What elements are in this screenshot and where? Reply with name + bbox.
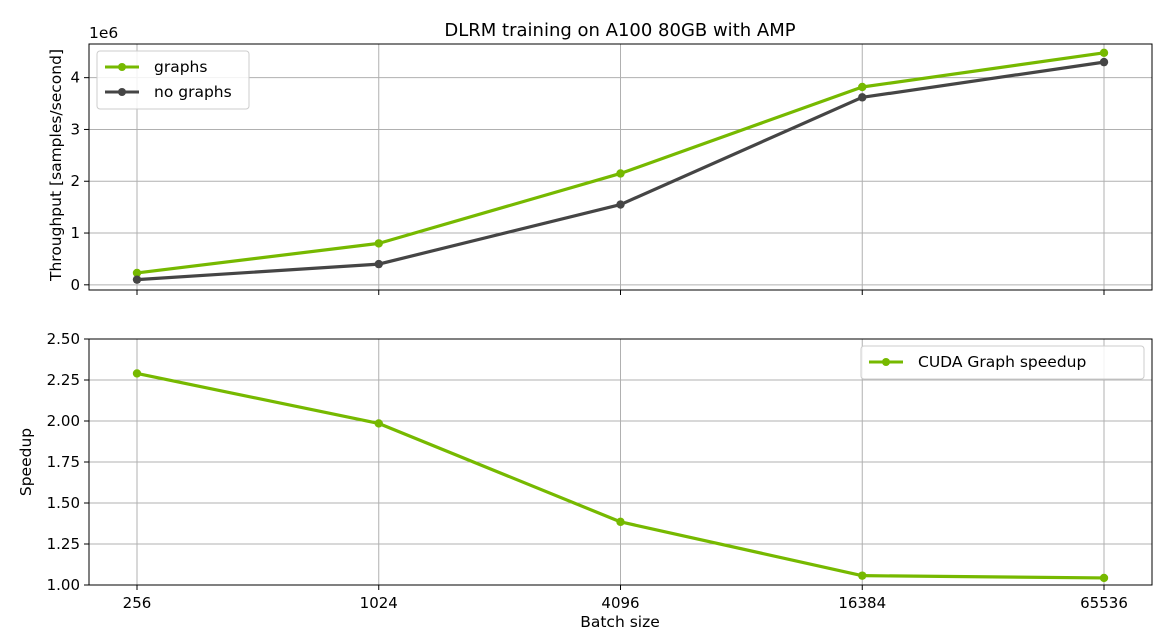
y-tick-label: 2.25: [47, 371, 80, 389]
data-point-cuda-graph-speedup: [858, 571, 867, 580]
legend-label-speedup: CUDA Graph speedup: [918, 353, 1086, 371]
chart-title: DLRM training on A100 80GB with AMP: [444, 20, 795, 41]
legend-marker-speedup: [882, 358, 890, 366]
data-point-cuda-graph-speedup: [1099, 573, 1109, 583]
data-point-graphs: [858, 82, 867, 92]
data-point-graphs: [616, 169, 625, 178]
y-tick-label: 2: [70, 172, 80, 190]
y-tick-label: 2.00: [47, 412, 80, 430]
y-tick-label: 4: [70, 69, 80, 87]
axis-ticks: 256 1024 4096 16384 65536 1.00 1.25 1.50 1.75 2.0…: [47, 330, 1128, 612]
speedup-panel: Speedup Batch size 256 1024 4096 16384 65536…: [17, 330, 1153, 630]
data-point-no-graphs: [616, 200, 625, 209]
x-tick-label: 16384: [838, 594, 886, 612]
x-tick-label: 65536: [1080, 594, 1128, 612]
throughput-panel: DLRM training on A100 80GB with AMP 1e6 …: [47, 20, 1153, 295]
legend: graphs no graphs: [96, 50, 250, 110]
y-tick-label: 1.50: [47, 494, 80, 512]
data-point-no-graphs: [858, 93, 867, 102]
x-tick-label: 4096: [601, 594, 639, 612]
data-point-cuda-graph-speedup: [374, 419, 383, 428]
y-tick-label: 1: [70, 224, 80, 242]
legend: CUDA Graph speedup: [860, 345, 1145, 380]
legend-label-graphs: graphs: [154, 58, 207, 76]
data-point-graphs: [1099, 48, 1109, 58]
data-point-cuda-graph-speedup: [616, 517, 625, 527]
x-tick-label: 1024: [360, 594, 398, 612]
y-tick-label: 0: [70, 276, 80, 294]
data-point-no-graphs: [1099, 57, 1109, 67]
y-tick-label: 1.75: [47, 453, 80, 471]
data-point-no-graphs: [374, 259, 383, 269]
data-point-cuda-graph-speedup: [132, 369, 142, 378]
y-axis-label-throughput: Throughput [samples/second]: [47, 49, 65, 282]
data-point-graphs: [374, 239, 383, 248]
y-axis-label-speedup: Speedup: [17, 428, 35, 496]
series-layer: [132, 369, 1109, 583]
grid: [89, 44, 1152, 290]
offset-text: 1e6: [89, 24, 118, 42]
x-tick-label: 256: [123, 594, 152, 612]
legend-box: [860, 345, 1145, 380]
y-tick-label: 3: [70, 120, 80, 138]
legend-marker-no-graphs: [118, 88, 126, 96]
axis-ticks: 0 1 2 3 4: [70, 69, 1105, 295]
series-layer: [132, 48, 1109, 284]
y-tick-label: 1.00: [47, 576, 80, 594]
y-tick-label: 2.50: [47, 330, 80, 348]
x-axis-label: Batch size: [580, 613, 660, 630]
data-point-graphs: [132, 268, 142, 278]
y-tick-label: 1.25: [47, 535, 80, 553]
data-point-no-graphs: [132, 275, 142, 284]
legend-marker-graphs: [118, 63, 126, 71]
legend-label-no-graphs: no graphs: [154, 83, 232, 101]
